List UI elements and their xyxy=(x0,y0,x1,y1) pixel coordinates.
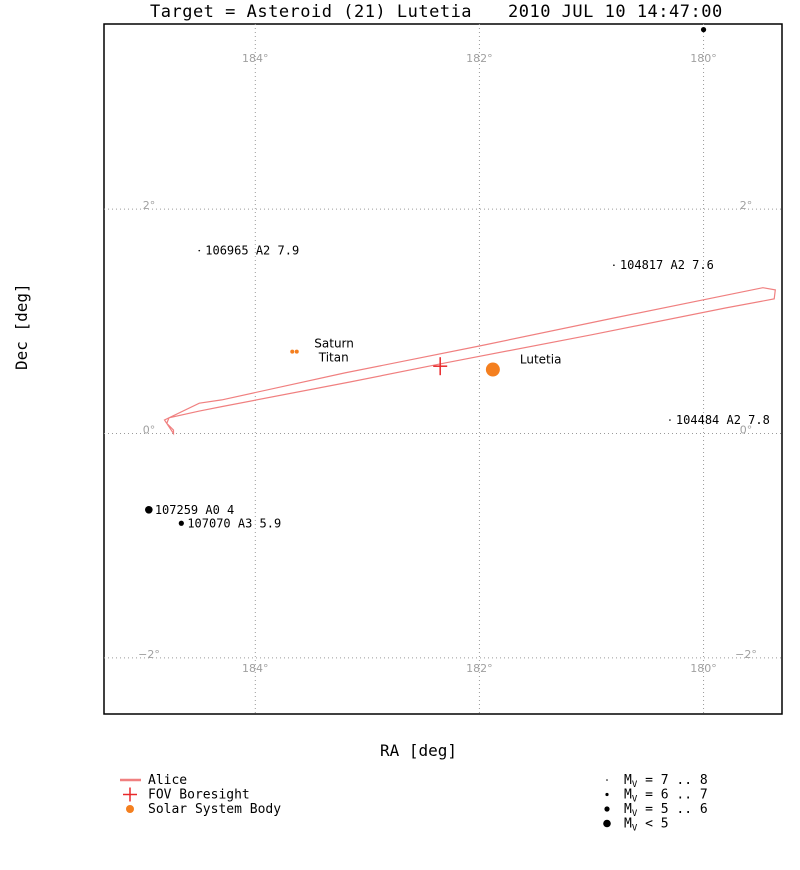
legend-mag-label: MV < 5 xyxy=(624,817,669,834)
legend-label: FOV Boresight xyxy=(148,788,250,803)
legend-mag-swatch xyxy=(603,819,611,828)
star-label: 104484 A2 7.8 xyxy=(676,413,770,427)
legend-mag-swatch xyxy=(606,779,608,781)
x-tick-label: 182° xyxy=(466,662,493,675)
chart-title-target: Target = Asteroid (21) Lutetia xyxy=(150,2,473,22)
x-tick-label: 180° xyxy=(690,52,717,65)
body-marker xyxy=(294,349,299,354)
y-tick-label: 0° xyxy=(143,424,156,437)
y-tick-label: −2° xyxy=(138,648,160,661)
star-label: 104817 A2 7.6 xyxy=(620,258,714,272)
legend-mag-swatch xyxy=(605,792,609,797)
star-marker xyxy=(178,520,184,526)
y-axis-label: Dec [deg] xyxy=(12,283,31,370)
legend-mag-label: MV = 6 .. 7 xyxy=(624,788,708,805)
body-label: Titan xyxy=(318,351,349,365)
star-label: 107259 A0 4 xyxy=(155,503,234,517)
star-marker xyxy=(198,249,201,252)
legend-mag-swatch xyxy=(604,806,610,812)
y-tick-label: −2° xyxy=(735,648,757,661)
legend-label: Alice xyxy=(148,773,187,788)
legend-mag-label: MV = 5 .. 6 xyxy=(624,802,708,819)
star-label: 107070 A3 5.9 xyxy=(187,516,281,530)
x-tick-label: 180° xyxy=(690,662,717,675)
alice-footprint xyxy=(163,287,776,436)
star-marker xyxy=(613,264,615,267)
body-marker xyxy=(290,349,295,354)
x-tick-label: 184° xyxy=(242,52,269,65)
legend-label: Solar System Body xyxy=(148,802,281,817)
y-tick-label: 2° xyxy=(740,199,753,212)
star-marker xyxy=(145,506,153,514)
legend-body-swatch xyxy=(126,805,134,813)
x-tick-label: 184° xyxy=(242,662,269,675)
star-marker xyxy=(700,27,707,33)
x-tick-label: 182° xyxy=(466,52,493,65)
star-marker xyxy=(669,419,671,421)
legend-mag-label: MV = 7 .. 8 xyxy=(624,773,708,790)
star-label: 106965 A2 7.9 xyxy=(205,244,299,258)
chart-title-time: 2010 JUL 10 14:47:00 xyxy=(508,2,723,22)
body-marker xyxy=(485,362,500,377)
x-axis-label: RA [deg] xyxy=(380,741,458,760)
body-label: Saturn xyxy=(314,337,354,351)
body-label: Lutetia xyxy=(520,353,562,367)
y-tick-label: 2° xyxy=(143,199,156,212)
plot-frame xyxy=(103,23,783,715)
y-tick-label: 0° xyxy=(740,424,753,437)
